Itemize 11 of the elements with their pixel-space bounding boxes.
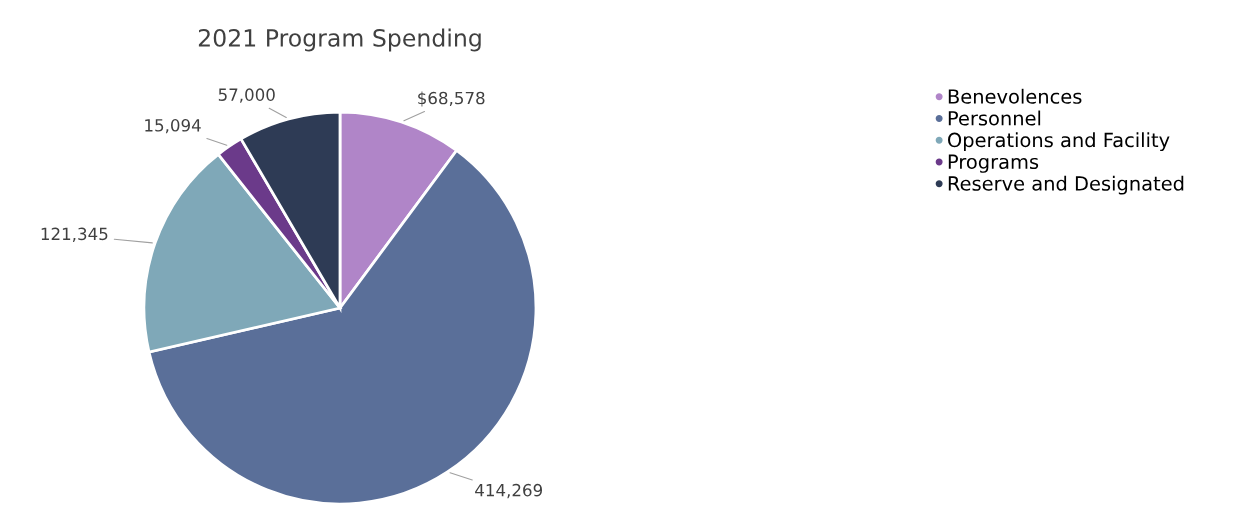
data-label: 57,000 xyxy=(218,88,275,103)
legend-label: Benevolences xyxy=(948,88,1082,104)
chart-title: 2021 Program Spending xyxy=(198,28,481,52)
data-label: 414,269 xyxy=(475,483,543,499)
legend-label: Reserve and Designated xyxy=(948,175,1184,195)
data-label: 15,094 xyxy=(145,119,201,134)
legend-label: Personnel xyxy=(948,110,1041,126)
data-label: 121,345 xyxy=(41,227,108,242)
legend-label: Operations and Facility xyxy=(948,132,1170,152)
legend-label: Programs xyxy=(948,154,1039,173)
data-label: $68,578 xyxy=(418,91,485,107)
